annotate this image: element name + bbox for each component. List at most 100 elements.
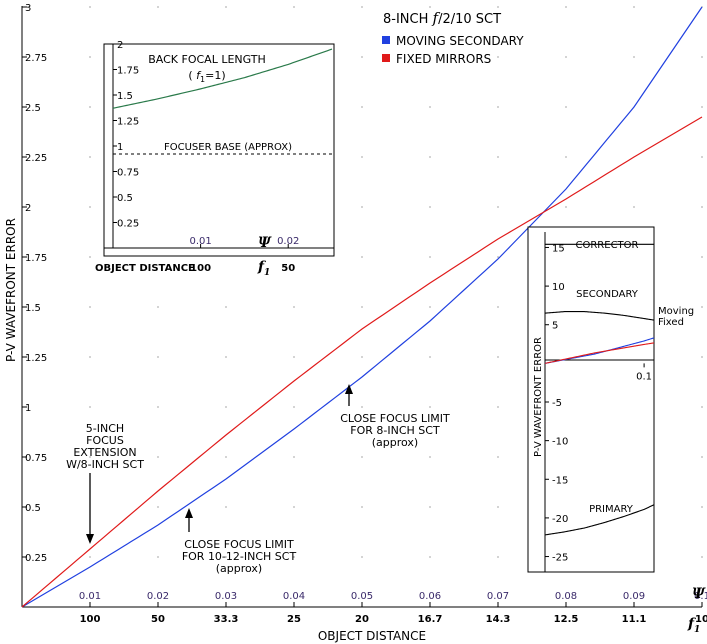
main-series xyxy=(21,6,703,608)
main-grid-dot xyxy=(429,456,431,458)
inset1-series xyxy=(112,48,333,109)
main-grid-dot xyxy=(565,56,567,58)
main-x-tick-label-psi: 0.06 xyxy=(419,591,441,602)
annotation-5-inch-focus-extension: 5-INCH FOCUS EXTENSION W/8-INCH SCT xyxy=(66,422,144,544)
main-y-tick-label: 0.25 xyxy=(25,553,47,564)
main-x-tick-label-psi: 0.04 xyxy=(283,591,305,602)
main-y-tick-label: 2.75 xyxy=(25,53,47,64)
main-x-axis-label: OBJECT DISTANCE xyxy=(318,629,426,643)
main-grid-dot xyxy=(89,406,91,408)
inset1-y-tick-label: 1 xyxy=(117,142,123,153)
inset1-subtitle: ( f1=1) xyxy=(188,69,225,84)
focuser-base-label: FOCUSER BASE (APPROX) xyxy=(164,142,292,153)
main-grid-dot xyxy=(429,406,431,408)
main-y-tick-label: 0.5 xyxy=(25,503,41,514)
main-grid-dot xyxy=(89,106,91,108)
svg-text:FOR 8-INCH SCT: FOR 8-INCH SCT xyxy=(350,424,440,437)
main-grid-dot xyxy=(701,406,703,408)
main-x-tick-label-distance: 33.3 xyxy=(214,614,239,625)
main-grid-dot xyxy=(429,106,431,108)
main-grid-dot xyxy=(497,156,499,158)
main-y-tick-label: 1.75 xyxy=(25,253,47,264)
svg-text:FOCUS: FOCUS xyxy=(86,434,124,447)
main-grid-dot xyxy=(225,456,227,458)
main-x-tick-label-psi: 0.08 xyxy=(555,591,577,602)
main-grid-dot xyxy=(89,556,91,558)
main-x-tick-label-psi: 0.07 xyxy=(487,591,509,602)
legend-label-fixed-mirrors: FIXED MIRRORS xyxy=(396,52,491,66)
main-grid-dot xyxy=(429,206,431,208)
main-grid-dot xyxy=(497,6,499,8)
main-x-ticks: 0.01 100 0.02 50 0.03 33.3 0.04 25 0.05 20 0.06 16.… xyxy=(79,591,707,625)
inset2-series xyxy=(544,243,655,536)
main-grid-dot xyxy=(565,206,567,208)
main-grid-dot xyxy=(225,406,227,408)
main-x-tick-label-psi: 0.1 xyxy=(694,591,707,602)
main-grid-dot xyxy=(429,56,431,58)
main-grid-dot xyxy=(293,306,295,308)
main-grid-dot xyxy=(293,506,295,508)
main-grid-dot xyxy=(157,306,159,308)
main-y-tick-label: 2.25 xyxy=(25,153,47,164)
series-line-moving-secondary xyxy=(21,6,703,608)
annotation-close-focus-10-12-inch: CLOSE FOCUS LIMIT FOR 10-12-INCH SCT (ap… xyxy=(182,508,296,575)
inset2-y-tick-label: -25 xyxy=(552,553,568,564)
main-grid-dot xyxy=(429,356,431,358)
main-grid-dot xyxy=(157,356,159,358)
main-y-tick-label: 1.5 xyxy=(25,303,41,314)
main-grid-dot xyxy=(89,206,91,208)
main-grid-dot xyxy=(361,56,363,58)
main-grid-dot xyxy=(293,556,295,558)
svg-text:CLOSE FOCUS LIMIT: CLOSE FOCUS LIMIT xyxy=(184,538,294,551)
main-grid-dot xyxy=(89,256,91,258)
series-line-fixed-mirrors xyxy=(21,116,703,608)
main-grid-dot xyxy=(225,556,227,558)
main-grid-dot xyxy=(293,456,295,458)
main-grid-dot xyxy=(157,556,159,558)
main-grid-dot xyxy=(701,556,703,558)
main-grid-dot xyxy=(565,6,567,8)
main-grid-dot xyxy=(701,256,703,258)
main-grid-dots xyxy=(89,6,703,558)
main-grid-dot xyxy=(701,206,703,208)
inset1-x-tick-label-psi: 0.01 xyxy=(189,236,211,247)
main-grid-dot xyxy=(361,6,363,8)
main-y-tick-label: 1.25 xyxy=(25,353,47,364)
main-grid-dot xyxy=(701,506,703,508)
inset1-y-tick-label: 0.75 xyxy=(117,168,139,179)
inset2-y-ticks: 15 10 5 -5 -10 -15 -20 -25 xyxy=(545,243,568,564)
main-grid-dot xyxy=(361,406,363,408)
main-grid-dot xyxy=(429,156,431,158)
main-grid-dot xyxy=(157,506,159,508)
main-x-tick-label-distance: 50 xyxy=(151,614,165,625)
inset1-y-tick-label: 0.5 xyxy=(117,193,133,204)
main-grid-dot xyxy=(633,6,635,8)
main-grid-dot xyxy=(361,556,363,558)
main-grid-dot xyxy=(157,456,159,458)
main-x-tick-label-psi: 0.05 xyxy=(351,591,373,602)
inset1-y-tick-label: 0.25 xyxy=(117,219,139,230)
main-y-tick-label: 2 xyxy=(25,203,31,214)
series-line-fixed xyxy=(544,342,655,364)
svg-text:(approx): (approx) xyxy=(372,436,418,449)
inset2-y-tick-label: -5 xyxy=(552,398,562,409)
svg-text:CLOSE FOCUS LIMIT: CLOSE FOCUS LIMIT xyxy=(340,412,450,425)
main-grid-dot xyxy=(225,306,227,308)
main-grid-dot xyxy=(361,156,363,158)
main-grid-dot xyxy=(361,206,363,208)
main-grid-dot xyxy=(225,356,227,358)
main-grid-dot xyxy=(701,106,703,108)
inset1-title: BACK FOCAL LENGTH xyxy=(148,53,266,66)
main-x-tick-label-psi: 0.09 xyxy=(623,591,645,602)
main-grid-dot xyxy=(157,6,159,8)
main-grid-dot xyxy=(497,456,499,458)
inset1-x-tick-label-distance: 50 xyxy=(281,263,295,274)
primary-label: PRIMARY xyxy=(589,504,634,515)
inset1-y-tick-label: 2 xyxy=(117,40,123,51)
main-grid-dot xyxy=(565,106,567,108)
main-grid-dot xyxy=(497,306,499,308)
main-x-tick-label-psi: 0.03 xyxy=(215,591,237,602)
legend-swatch-fixed-mirrors xyxy=(382,54,390,62)
inset1-x-ticks: 0.01 100 0.02 50 xyxy=(189,236,299,274)
